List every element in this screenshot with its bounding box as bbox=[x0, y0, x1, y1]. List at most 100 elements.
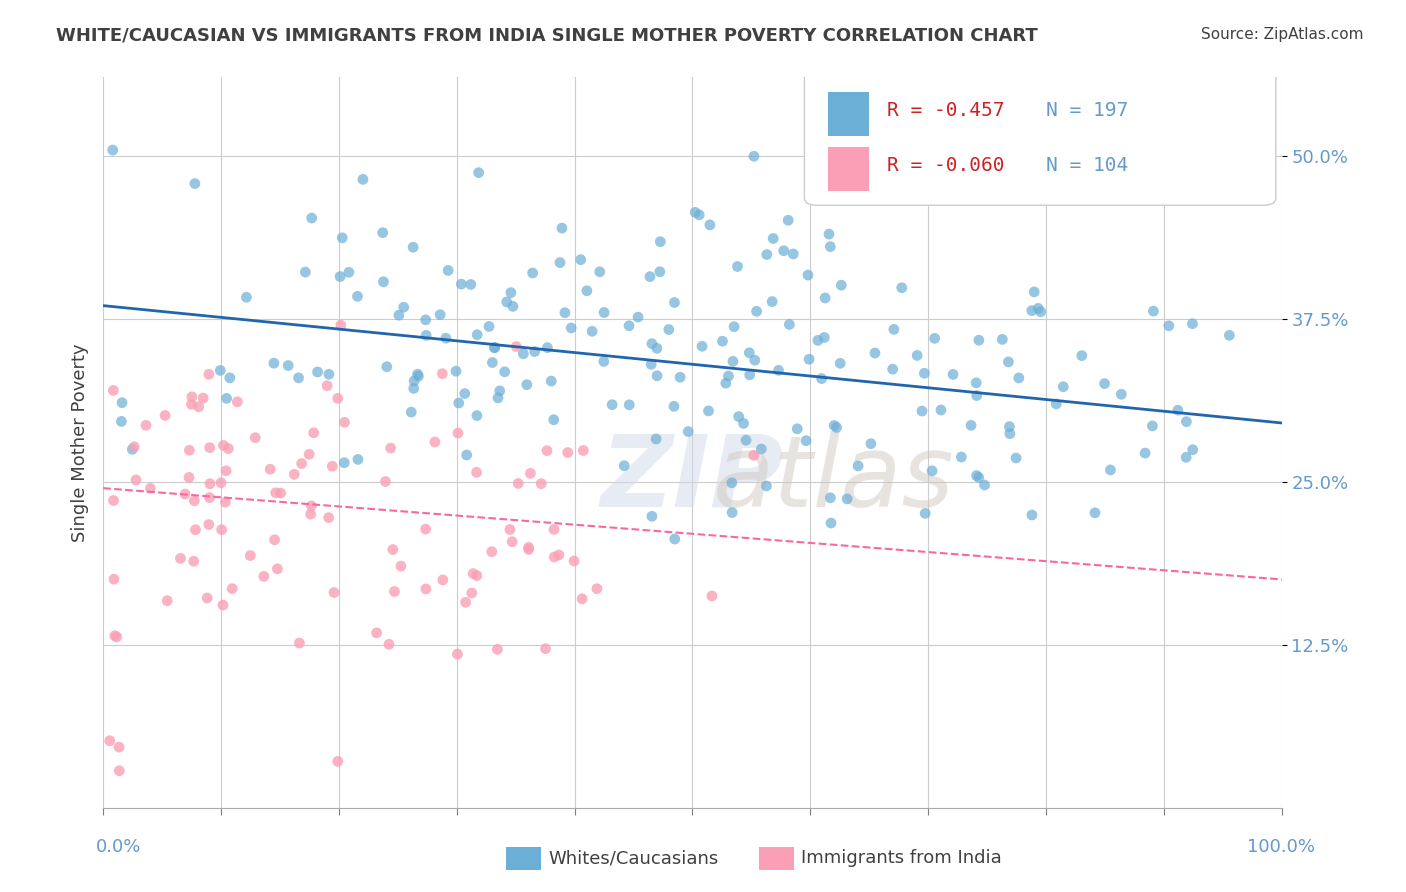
Point bbox=[316, 378, 339, 392]
Point bbox=[1167, 403, 1189, 417]
Point bbox=[294, 265, 316, 279]
Point bbox=[1181, 317, 1204, 331]
Point bbox=[209, 363, 232, 377]
Point bbox=[717, 369, 740, 384]
Point bbox=[727, 260, 749, 274]
Point bbox=[697, 404, 720, 418]
Point bbox=[973, 478, 995, 492]
Point bbox=[446, 647, 468, 661]
Point bbox=[174, 487, 197, 501]
Point bbox=[408, 369, 430, 384]
Point bbox=[738, 368, 761, 382]
Point bbox=[460, 277, 482, 292]
Point bbox=[794, 434, 817, 448]
Point bbox=[307, 365, 329, 379]
Point bbox=[486, 642, 509, 657]
Point bbox=[641, 336, 664, 351]
Point bbox=[991, 332, 1014, 346]
Point bbox=[786, 422, 808, 436]
Point bbox=[562, 554, 585, 568]
Point bbox=[121, 442, 143, 457]
Point bbox=[820, 239, 842, 253]
Point bbox=[1133, 446, 1156, 460]
Point bbox=[814, 291, 837, 305]
Point bbox=[326, 392, 349, 406]
Point bbox=[484, 340, 506, 354]
Point bbox=[330, 231, 353, 245]
Point bbox=[423, 434, 446, 449]
Point bbox=[184, 177, 207, 191]
Point bbox=[402, 381, 425, 395]
Point bbox=[415, 328, 437, 343]
Point bbox=[536, 443, 558, 458]
Point bbox=[721, 506, 744, 520]
Point bbox=[571, 591, 593, 606]
Point bbox=[101, 143, 124, 157]
Point bbox=[217, 442, 239, 456]
Point bbox=[768, 363, 790, 377]
Point bbox=[882, 362, 904, 376]
Point bbox=[613, 458, 636, 473]
Point bbox=[551, 221, 574, 235]
Point bbox=[523, 344, 546, 359]
Point bbox=[104, 629, 127, 643]
Point bbox=[721, 475, 744, 490]
Point bbox=[195, 591, 218, 605]
Point bbox=[593, 305, 616, 319]
Point bbox=[139, 481, 162, 495]
Point bbox=[352, 172, 374, 186]
Point bbox=[619, 398, 641, 412]
Point bbox=[543, 549, 565, 564]
Point bbox=[198, 491, 221, 505]
Text: Whites/Caucasians: Whites/Caucasians bbox=[548, 849, 718, 867]
Point bbox=[454, 386, 477, 401]
Point bbox=[135, 418, 157, 433]
Point bbox=[664, 532, 686, 546]
Point bbox=[942, 368, 965, 382]
Point bbox=[298, 447, 321, 461]
Point bbox=[329, 318, 352, 333]
Point bbox=[742, 149, 765, 163]
Point bbox=[837, 491, 859, 506]
Point bbox=[898, 184, 921, 198]
Point bbox=[288, 636, 311, 650]
Point bbox=[404, 374, 426, 388]
Point bbox=[548, 255, 571, 269]
Point bbox=[235, 290, 257, 304]
Point bbox=[1099, 463, 1122, 477]
Point bbox=[797, 352, 820, 367]
Point bbox=[711, 334, 734, 349]
Point bbox=[1052, 380, 1074, 394]
Point bbox=[108, 740, 131, 755]
Point bbox=[187, 400, 209, 414]
Point bbox=[434, 331, 457, 345]
Point bbox=[214, 495, 236, 509]
Point bbox=[463, 566, 485, 581]
Point bbox=[375, 359, 398, 374]
Point bbox=[415, 313, 437, 327]
Text: Immigrants from India: Immigrants from India bbox=[801, 849, 1002, 867]
Point bbox=[640, 357, 662, 371]
Point bbox=[723, 319, 745, 334]
Point bbox=[253, 569, 276, 583]
Point bbox=[183, 493, 205, 508]
Point bbox=[645, 432, 668, 446]
Point bbox=[329, 269, 352, 284]
Point bbox=[721, 354, 744, 368]
Point bbox=[108, 764, 131, 778]
Point bbox=[797, 268, 820, 282]
Point bbox=[456, 448, 478, 462]
Text: atlas: atlas bbox=[713, 431, 955, 527]
Point bbox=[392, 300, 415, 314]
Point bbox=[761, 294, 783, 309]
Point bbox=[700, 589, 723, 603]
Point bbox=[592, 354, 614, 368]
Point bbox=[415, 522, 437, 536]
Point bbox=[326, 755, 349, 769]
Point bbox=[749, 442, 772, 456]
Point bbox=[699, 218, 721, 232]
Point bbox=[997, 355, 1019, 369]
Point bbox=[215, 392, 238, 406]
Point bbox=[103, 384, 125, 398]
Point bbox=[447, 426, 470, 441]
